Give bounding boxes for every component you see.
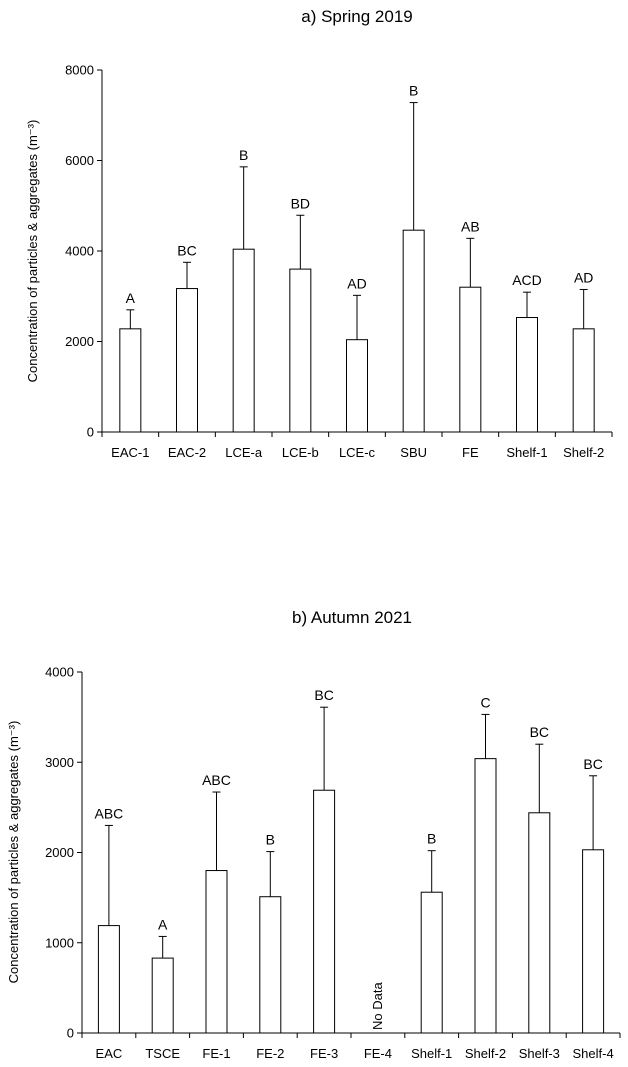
significance-label: ABC [202, 772, 231, 788]
category-label: LCE-b [282, 445, 319, 460]
significance-label: BC [530, 724, 549, 740]
significance-label: AB [461, 218, 480, 234]
significance-label: BD [291, 195, 310, 211]
bar [289, 268, 312, 433]
significance-label: B [266, 832, 275, 848]
significance-label: BC [314, 687, 333, 703]
bar [259, 896, 282, 1034]
category-label: Shelf-1 [411, 1046, 452, 1061]
category-label: LCE-a [225, 445, 263, 460]
y-axis-label: Concentration of particles & aggregates … [25, 120, 40, 383]
y-tick-label: 8000 [65, 63, 94, 78]
y-tick-label: 0 [67, 1026, 74, 1041]
bar [151, 957, 174, 1034]
category-label: EAC-2 [168, 445, 206, 460]
y-tick-label: 2000 [65, 334, 94, 349]
category-label: SBU [400, 445, 427, 460]
significance-label: C [480, 694, 490, 710]
bar [232, 248, 255, 433]
significance-label: B [409, 83, 418, 99]
significance-label: ACD [512, 272, 542, 288]
category-label: FE-3 [310, 1046, 338, 1061]
y-tick-label: 4000 [45, 665, 74, 680]
bar [346, 339, 368, 433]
y-tick-label: 4000 [65, 244, 94, 259]
bar [176, 288, 198, 433]
chart-spring-2019: a) Spring 2019 Concentration of particle… [25, 7, 613, 460]
y-tick-label: 1000 [45, 935, 74, 950]
category-label: FE-1 [202, 1046, 230, 1061]
category-label: FE-2 [256, 1046, 284, 1061]
category-label: Shelf-3 [519, 1046, 560, 1061]
category-label: Shelf-2 [465, 1046, 506, 1061]
category-label: Shelf-1 [506, 445, 547, 460]
bar [402, 229, 425, 433]
y-axis-label: Concentration of particles & aggregates … [6, 721, 21, 984]
bar [582, 849, 605, 1034]
chart-title: a) Spring 2019 [301, 7, 413, 26]
bar [516, 317, 538, 433]
bar [97, 925, 120, 1034]
category-label: LCE-c [339, 445, 376, 460]
y-tick-label: 0 [87, 425, 94, 440]
significance-label: A [126, 290, 136, 306]
bar [459, 286, 482, 433]
y-tick-label: 2000 [45, 845, 74, 860]
significance-label: B [427, 831, 436, 847]
category-label: Shelf-4 [572, 1046, 613, 1061]
significance-label: BC [583, 756, 602, 772]
bar [205, 870, 228, 1034]
bar [572, 328, 595, 433]
chart-autumn-2021: b) Autumn 2021 Concentration of particle… [6, 608, 621, 1061]
category-label: Shelf-2 [563, 445, 604, 460]
chart-title: b) Autumn 2021 [292, 608, 412, 627]
y-tick-label: 3000 [45, 755, 74, 770]
bar [313, 789, 336, 1034]
category-label: FE [462, 445, 479, 460]
category-label: EAC [96, 1046, 123, 1061]
y-tick-label: 6000 [65, 153, 94, 168]
significance-label: ABC [95, 805, 124, 821]
significance-label: AD [574, 269, 593, 285]
category-label: EAC-1 [111, 445, 149, 460]
significance-label: B [239, 147, 248, 163]
significance-label: BC [177, 242, 196, 258]
category-label: FE-4 [364, 1046, 392, 1061]
significance-label: AD [347, 275, 366, 291]
category-label: TSCE [145, 1046, 180, 1061]
bar [119, 328, 142, 433]
no-data-label: No Data [370, 982, 385, 1030]
bar [474, 758, 497, 1034]
significance-label: A [158, 916, 168, 932]
bar [420, 891, 443, 1034]
bar [528, 812, 551, 1034]
